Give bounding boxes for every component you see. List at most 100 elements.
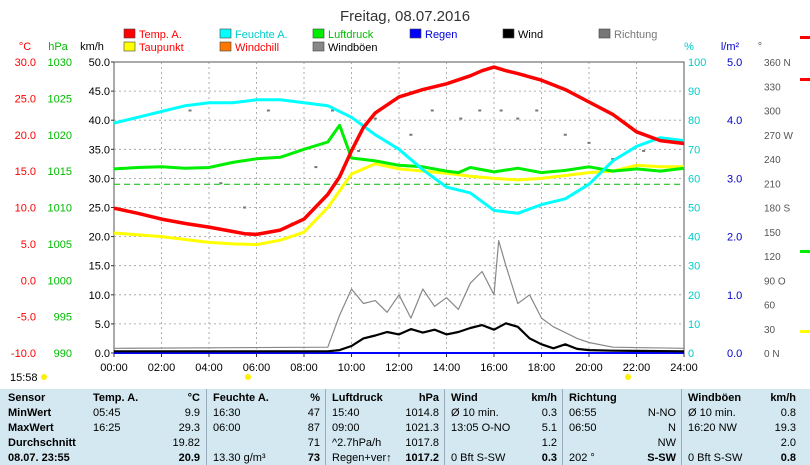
humidity-tick-label: 0: [688, 348, 694, 360]
pressure-unit-label: hPa: [48, 41, 68, 53]
table-cell-value: 1017.2: [405, 452, 439, 464]
legend-label: Feuchte A.: [235, 29, 288, 41]
x-tick-label: 22:00: [623, 362, 651, 374]
temp-tick-label: -5.0: [17, 312, 36, 324]
wind-tick-label: 15.0: [89, 261, 110, 273]
wind-tick-label: 45.0: [89, 86, 110, 98]
column-header: Richtung: [569, 392, 617, 404]
row-label-max: MaxWert: [8, 422, 54, 434]
table-cell-value: 20.9: [178, 452, 200, 464]
direction-tick-label: 60: [764, 301, 776, 312]
table-cell-value: 1.2: [541, 437, 557, 449]
series-line: [113, 98, 685, 215]
column-unit: km/h: [770, 392, 796, 404]
rain-unit-label: l/m²: [721, 41, 740, 53]
right-edge-markers: [800, 36, 810, 333]
humidity-tick-label: 80: [688, 115, 700, 127]
column-header: Temp. A.: [93, 392, 139, 404]
temp-tick-label: 0.0: [21, 275, 36, 287]
direction-points: [188, 109, 662, 225]
direction-point: [611, 158, 615, 160]
direction-point: [357, 149, 361, 152]
direction-unit-label: °: [758, 41, 762, 53]
direction-point: [516, 117, 520, 120]
direction-tick-label: 240: [764, 155, 781, 166]
direction-point: [409, 133, 413, 136]
table-cell-value: N: [668, 422, 676, 434]
wind-tick-label: 35.0: [89, 144, 110, 156]
time-marker: 15:58: [10, 372, 38, 384]
sunset-marker: [625, 374, 631, 380]
column-header: Feuchte A.: [213, 392, 269, 404]
temp-tick-label: 15.0: [15, 166, 36, 178]
column-unit: °C: [187, 392, 200, 404]
direction-point: [219, 182, 223, 185]
x-tick-label: 00:00: [100, 362, 128, 374]
legend-swatch: [219, 28, 232, 39]
direction-point: [535, 109, 539, 112]
wind-tick-label: 0.0: [95, 348, 110, 360]
table-cell-value: 0.8: [780, 407, 796, 419]
temp-tick-label: 30.0: [15, 57, 36, 69]
table-cell-label: Regen+ver↑: [332, 452, 392, 464]
direction-point: [430, 109, 434, 112]
pressure-tick-label: 1010: [48, 203, 72, 215]
legend-label: Wind: [518, 29, 543, 41]
row-label-sensor: Sensor: [8, 392, 46, 404]
table-cell-label: 13:05 O-NO: [451, 422, 511, 434]
direction-point: [478, 109, 482, 112]
x-tick-label: 16:00: [480, 362, 508, 374]
legend-label: Richtung: [614, 29, 657, 41]
table-cell-label: 16:30: [213, 407, 241, 419]
table-cell-value: 0.8: [780, 452, 796, 464]
row-label-average: Durchschnitt: [8, 437, 76, 449]
sunrise-marker: [245, 374, 251, 380]
table-cell-value: NW: [657, 437, 676, 449]
legend-swatch: [598, 28, 611, 39]
series-lines: [113, 65, 685, 354]
legend-swatch: [312, 41, 325, 52]
table-cell-value: 19.3: [774, 422, 796, 434]
humidity-tick-label: 50: [688, 203, 700, 215]
table-cell-label: 13.30 g/m³: [213, 452, 266, 464]
humidity-tick-label: 90: [688, 86, 700, 98]
legend-label: Regen: [425, 29, 457, 41]
humidity-tick-label: 40: [688, 232, 700, 244]
table-cell-label: 06:50: [569, 422, 597, 434]
direction-tick-label: 330: [764, 82, 781, 93]
table-cell-label: 09:00: [332, 422, 360, 434]
row-label-column: Sensor MinWert MaxWert Durchschnitt 08.0…: [0, 389, 87, 465]
rain-tick-label: 0.0: [727, 348, 742, 360]
table-cell-value: 9.9: [184, 407, 200, 419]
pressure-tick-label: 995: [54, 312, 72, 324]
direction-tick-label: 30: [764, 325, 776, 336]
temp-unit-label: °C: [19, 41, 31, 53]
direction-point: [243, 206, 247, 209]
table-cell-label: 202 °: [569, 452, 595, 464]
direction-point: [314, 166, 318, 169]
legend-label: Taupunkt: [139, 42, 184, 54]
table-cell-value: N-NO: [647, 407, 676, 419]
direction-tick-label: 120: [764, 252, 781, 263]
time-marker-dot: [41, 374, 47, 380]
x-tick-label: 18:00: [528, 362, 556, 374]
x-tick-label: 08:00: [290, 362, 318, 374]
direction-tick-label: 180 S: [764, 204, 790, 215]
x-tick-labels: 00:00 02:00 04:00 06:00 08:00 10:00 12:00 14:00…: [100, 353, 698, 374]
legend-label: Temp. A.: [139, 29, 182, 41]
row-label-min: MinWert: [8, 407, 52, 419]
column-header: Luftdruck: [332, 392, 383, 404]
wind-tick-label: 5.0: [95, 319, 110, 331]
humidity-tick-label: 60: [688, 173, 700, 185]
direction-tick-label: 150: [764, 228, 781, 239]
y-tick-labels: 30.025.020.015.010.05.00.0-5.0-10.010301…: [11, 57, 794, 360]
wind-tick-label: 50.0: [89, 57, 110, 69]
row-label-current: 08.07. 23:55: [8, 452, 70, 464]
table-cell-value: 0.3: [541, 452, 557, 464]
wind-tick-label: 25.0: [89, 203, 110, 215]
column-header: Wind: [451, 392, 478, 404]
series-line: [114, 322, 685, 353]
table-cell-label: 05:45: [93, 407, 121, 419]
table-cell-label: Ø 10 min.: [451, 407, 499, 419]
legend-swatch: [123, 28, 136, 39]
